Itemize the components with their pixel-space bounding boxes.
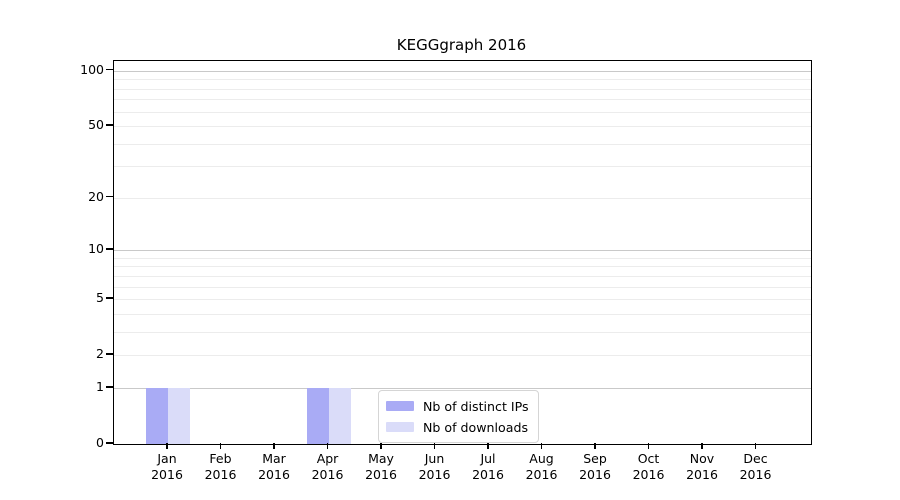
gridline-minor <box>114 331 811 333</box>
y-tick-label: 2 <box>96 346 104 362</box>
legend-entry-distinct-ips: Nb of distinct IPs <box>386 397 529 415</box>
x-tick-mark <box>647 443 650 449</box>
gridline-minor <box>114 257 811 259</box>
x-tick-label-oct: Oct 2016 <box>632 451 665 482</box>
legend-entry-downloads: Nb of downloads <box>386 418 529 436</box>
gridline-1 <box>114 387 811 389</box>
x-tick-mark <box>166 443 168 449</box>
x-tick-mark <box>380 443 382 449</box>
gridline-50 <box>114 126 811 128</box>
gridline-minor <box>114 88 811 90</box>
gridline-minor <box>114 266 811 268</box>
y-tick-label: 5 <box>96 290 104 306</box>
x-tick-mark <box>540 443 543 449</box>
y-tick-mark <box>106 69 113 71</box>
x-tick-mark <box>487 443 489 449</box>
legend-swatch-distinct-ips-icon <box>386 401 414 411</box>
legend-swatch-downloads-icon <box>386 422 414 432</box>
x-tick-label-feb: Feb 2016 <box>204 451 237 482</box>
x-tick-mark <box>594 443 596 449</box>
gridline-2 <box>114 355 811 357</box>
bar-distinct-ips-apr <box>306 387 329 444</box>
legend-label-downloads: Nb of downloads <box>423 419 529 435</box>
x-tick-label-jul: Jul 2016 <box>472 451 504 482</box>
x-tick-label-aug: Aug 2016 <box>525 451 558 482</box>
bar-distinct-ips-jan <box>146 387 168 444</box>
x-tick-mark <box>433 443 436 449</box>
bar-downloads-apr <box>328 387 351 444</box>
y-tick-mark <box>106 248 113 250</box>
y-tick-label: 10 <box>88 241 104 257</box>
chart-title: KEGGgraph 2016 <box>396 36 527 54</box>
bar-downloads-jan <box>168 387 190 444</box>
y-tick-label: 0 <box>96 435 104 450</box>
x-tick-label-jan: Jan 2016 <box>151 451 183 482</box>
y-tick-label: 1 <box>96 378 104 394</box>
legend: Nb of distinct IPs Nb of downloads <box>378 390 539 443</box>
y-tick-label: 50 <box>88 117 104 133</box>
gridline-minor <box>114 275 811 277</box>
y-tick-mark <box>106 353 113 355</box>
plot-area: Nb of distinct IPs Nb of downloads <box>113 60 812 445</box>
y-tick-mark <box>106 386 113 388</box>
y-tick-mark <box>106 124 113 126</box>
x-tick-label-mar: Mar 2016 <box>258 451 290 482</box>
x-tick-mark <box>326 443 329 449</box>
x-tick-mark <box>701 443 703 449</box>
gridline-minor <box>114 286 811 288</box>
x-tick-label-jun: Jun 2016 <box>418 451 451 482</box>
y-tick-mark <box>106 297 113 299</box>
gridline-minor <box>114 166 811 168</box>
gridline-5 <box>114 299 811 301</box>
gridline-minor <box>114 313 811 315</box>
gridline-100 <box>114 70 811 72</box>
y-tick-mark <box>106 196 113 198</box>
gridline-minor <box>114 79 811 81</box>
x-tick-label-may: May 2016 <box>365 451 397 482</box>
y-tick-mark <box>106 442 113 444</box>
gridline-20 <box>114 197 811 199</box>
gridline-minor <box>114 111 811 113</box>
gridline-minor <box>114 99 811 101</box>
gridline-10 <box>114 250 811 252</box>
x-tick-label-nov: Nov 2016 <box>686 451 718 482</box>
x-tick-label-dec: Dec 2016 <box>739 451 772 482</box>
x-tick-mark <box>754 443 757 449</box>
x-tick-label-sep: Sep 2016 <box>579 451 611 482</box>
x-tick-label-apr: Apr 2016 <box>311 451 344 482</box>
gridline-minor <box>114 143 811 145</box>
x-tick-mark <box>273 443 275 449</box>
y-tick-label: 100 <box>80 61 104 77</box>
y-tick-label: 20 <box>88 188 104 204</box>
x-tick-mark <box>219 443 222 449</box>
legend-label-distinct-ips: Nb of distinct IPs <box>423 398 529 414</box>
